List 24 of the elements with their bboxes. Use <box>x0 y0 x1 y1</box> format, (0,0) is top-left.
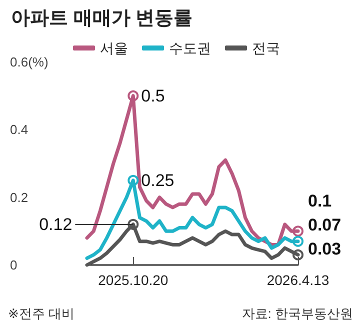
annotation: 0.03 <box>308 239 342 258</box>
annotation: 0.25 <box>141 170 174 190</box>
y-tick-label: 0.6(%) <box>10 54 48 70</box>
text: 자료: 한국부동산원 <box>242 306 354 321</box>
point <box>128 218 139 230</box>
y-tick-label: 0.2 <box>10 190 28 205</box>
y-tick-label: 0 <box>10 258 18 272</box>
point <box>292 249 304 260</box>
point <box>292 236 304 247</box>
point <box>292 226 304 237</box>
chart-title: 아파트 매매가 변동률 <box>11 8 193 29</box>
annotation: 0.5 <box>141 86 165 106</box>
annotation: 0.1 <box>308 191 332 210</box>
x-tick-label: 2026.4.13 <box>266 272 330 288</box>
point <box>128 90 139 102</box>
legend-label: 전국 <box>252 40 280 56</box>
point <box>128 174 139 186</box>
y-tick-label: 0.4 <box>10 122 28 138</box>
text: ※전주 대비 <box>8 306 75 321</box>
legend-label: 수도권 <box>169 40 211 56</box>
x-tick-label: 2025.10.20 <box>98 272 168 288</box>
legend-label: 서울 <box>100 40 128 56</box>
annotation: 0.12 <box>39 214 72 234</box>
annotation: 0.07 <box>308 215 342 234</box>
